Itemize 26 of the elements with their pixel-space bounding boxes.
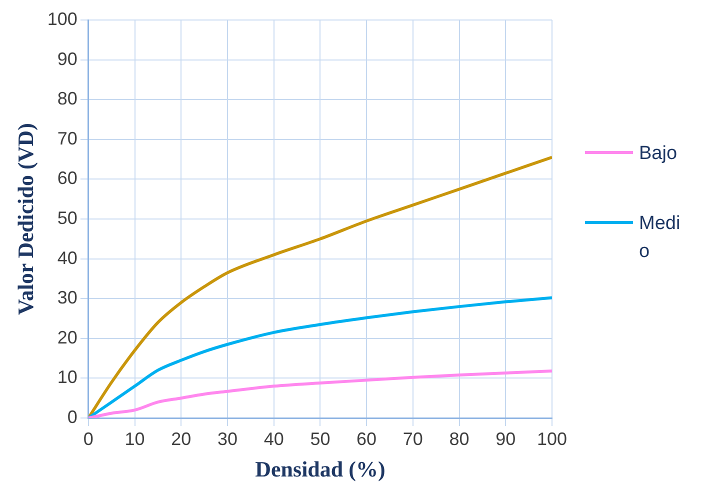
y-tick-label: 50 xyxy=(57,208,78,228)
x-tick-label: 100 xyxy=(536,428,568,449)
x-tick-label: 80 xyxy=(449,428,470,449)
y-tick-label: 90 xyxy=(57,48,78,69)
x-tick-label: 90 xyxy=(496,428,516,449)
x-tick-label: 50 xyxy=(310,428,330,449)
x-tick-label: 10 xyxy=(124,428,145,449)
x-tick-label: 20 xyxy=(171,428,192,449)
y-tick-label: 100 xyxy=(47,8,78,29)
y-tick-label: 70 xyxy=(57,128,78,148)
x-tick-label: 0 xyxy=(83,428,94,449)
y-tick-label: 40 xyxy=(57,248,78,268)
x-tick-label: 30 xyxy=(217,428,238,449)
x-tick-label: 60 xyxy=(356,428,377,449)
y-tick-label: 20 xyxy=(57,327,78,348)
y-tick-label: 10 xyxy=(57,367,78,388)
legend-label: Bajo xyxy=(639,142,678,166)
x-tick-label: 70 xyxy=(402,428,423,449)
x-tick-label: 40 xyxy=(264,428,284,449)
legend-label: Medio xyxy=(639,212,681,264)
x-axis-title: Densidad (%) xyxy=(255,456,386,482)
y-tick-label: 80 xyxy=(57,88,78,109)
y-tick-label: 60 xyxy=(57,168,78,188)
y-axis-title: Valor Dedicido (VD) xyxy=(12,123,38,315)
y-tick-label: 30 xyxy=(57,288,78,308)
y-tick-label: 0 xyxy=(67,406,78,427)
